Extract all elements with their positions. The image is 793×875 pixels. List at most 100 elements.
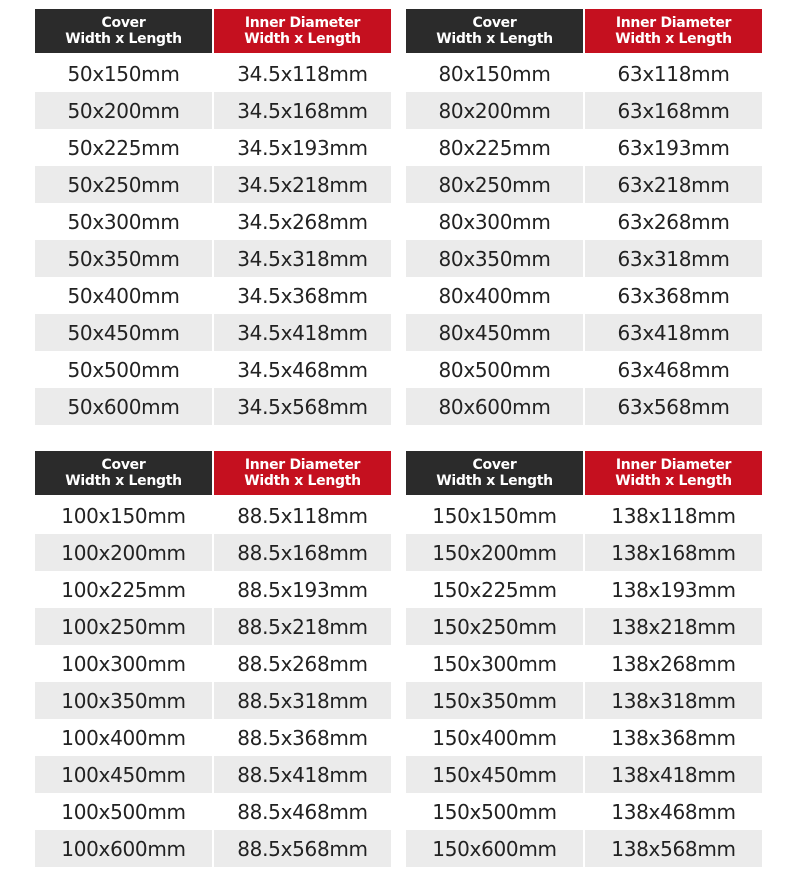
cover-size-cell: 50x500mm bbox=[67, 357, 180, 382]
header-line: Inner Diameter bbox=[244, 15, 361, 31]
table-row: 50x250mm 34.5x218mm bbox=[35, 166, 391, 203]
table-row: 150x225mm 138x193mm bbox=[406, 571, 762, 608]
table-header: Cover Width x Length Inner Diameter Width x… bbox=[406, 451, 762, 495]
header-line: Width x Length bbox=[244, 473, 361, 489]
header-line: Width x Length bbox=[244, 31, 361, 47]
inner-diameter-cell: 63x468mm bbox=[617, 357, 730, 382]
table-row: 80x200mm 63x168mm bbox=[406, 92, 762, 129]
table-header: Cover Width x Length Inner Diameter Width x… bbox=[406, 9, 762, 53]
header-line: Width x Length bbox=[615, 31, 732, 47]
table-row: 100x450mm 88.5x418mm bbox=[35, 756, 391, 793]
cover-size-cell: 100x600mm bbox=[35, 830, 212, 867]
table-row: 150x450mm 138x418mm bbox=[406, 756, 762, 793]
table-row: 50x150mm 34.5x118mm bbox=[35, 55, 391, 92]
header-line: Cover bbox=[472, 457, 517, 473]
inner-diameter-cell: 34.5x468mm bbox=[237, 357, 368, 382]
inner-diameter-cell: 88.5x118mm bbox=[237, 503, 368, 528]
cover-size-cell: 150x400mm bbox=[432, 725, 557, 750]
cover-size-cell: 80x450mm bbox=[406, 314, 583, 351]
cover-size-cell: 80x200mm bbox=[406, 92, 583, 129]
table-row: 80x450mm 63x418mm bbox=[406, 314, 762, 351]
inner-diameter-cell: 88.5x318mm bbox=[214, 682, 391, 719]
table-row: 50x600mm 34.5x568mm bbox=[35, 388, 391, 425]
cover-size-cell: 80x500mm bbox=[438, 357, 551, 382]
inner-diameter-cell: 34.5x318mm bbox=[214, 240, 391, 277]
cover-size-cell: 150x250mm bbox=[406, 608, 583, 645]
cover-size-cell: 50x600mm bbox=[35, 388, 212, 425]
inner-diameter-cell: 138x568mm bbox=[585, 830, 762, 867]
table-row: 150x250mm 138x218mm bbox=[406, 608, 762, 645]
header-cover-size: Cover Width x Length bbox=[406, 9, 583, 53]
cover-size-cell: 50x250mm bbox=[35, 166, 212, 203]
inner-diameter-cell: 138x268mm bbox=[611, 651, 736, 676]
inner-diameter-cell: 34.5x568mm bbox=[214, 388, 391, 425]
inner-diameter-cell: 88.5x218mm bbox=[214, 608, 391, 645]
inner-diameter-cell: 34.5x268mm bbox=[237, 209, 368, 234]
inner-diameter-cell: 138x318mm bbox=[585, 682, 762, 719]
inner-diameter-cell: 138x168mm bbox=[585, 534, 762, 571]
header-cover-size: Cover Width x Length bbox=[35, 451, 212, 495]
inner-diameter-cell: 88.5x468mm bbox=[237, 799, 368, 824]
inner-diameter-cell: 138x418mm bbox=[585, 756, 762, 793]
header-cover-size: Cover Width x Length bbox=[406, 451, 583, 495]
table-row: 50x450mm 34.5x418mm bbox=[35, 314, 391, 351]
inner-diameter-cell: 138x193mm bbox=[611, 577, 736, 602]
inner-diameter-cell: 63x193mm bbox=[617, 135, 730, 160]
header-inner-diameter: Inner Diameter Width x Length bbox=[214, 9, 391, 53]
table-row: 50x225mm 34.5x193mm bbox=[35, 129, 391, 166]
inner-diameter-cell: 88.5x268mm bbox=[237, 651, 368, 676]
table-row: 50x200mm 34.5x168mm bbox=[35, 92, 391, 129]
cover-size-cell: 150x450mm bbox=[406, 756, 583, 793]
table-row: 100x500mm 88.5x468mm bbox=[35, 793, 391, 830]
header-line: Cover bbox=[101, 457, 146, 473]
inner-diameter-cell: 34.5x418mm bbox=[214, 314, 391, 351]
cover-size-cell: 50x200mm bbox=[35, 92, 212, 129]
table-row: 150x500mm 138x468mm bbox=[406, 793, 762, 830]
header-line: Cover bbox=[472, 15, 517, 31]
table-header: Cover Width x Length Inner Diameter Width x… bbox=[35, 451, 391, 495]
cover-size-cell: 80x600mm bbox=[406, 388, 583, 425]
inner-diameter-cell: 138x118mm bbox=[611, 503, 736, 528]
size-table-100: Cover Width x Length Inner Diameter Width x… bbox=[35, 451, 391, 867]
inner-diameter-cell: 63x168mm bbox=[585, 92, 762, 129]
inner-diameter-cell: 63x318mm bbox=[585, 240, 762, 277]
size-table-80: Cover Width x Length Inner Diameter Width x… bbox=[406, 9, 762, 425]
table-row: 80x300mm 63x268mm bbox=[406, 203, 762, 240]
inner-diameter-cell: 88.5x568mm bbox=[214, 830, 391, 867]
cover-size-cell: 100x400mm bbox=[61, 725, 186, 750]
cover-size-cell: 100x225mm bbox=[61, 577, 186, 602]
table-row: 150x200mm 138x168mm bbox=[406, 534, 762, 571]
table-row: 150x350mm 138x318mm bbox=[406, 682, 762, 719]
cover-size-cell: 50x450mm bbox=[35, 314, 212, 351]
table-row: 100x300mm 88.5x268mm bbox=[35, 645, 391, 682]
cover-size-cell: 100x250mm bbox=[35, 608, 212, 645]
header-line: Inner Diameter bbox=[244, 457, 361, 473]
inner-diameter-cell: 34.5x218mm bbox=[214, 166, 391, 203]
cover-size-cell: 50x350mm bbox=[35, 240, 212, 277]
cover-size-cell: 50x300mm bbox=[67, 209, 180, 234]
inner-diameter-cell: 63x368mm bbox=[617, 283, 730, 308]
table-row: 80x400mm 63x368mm bbox=[406, 277, 762, 314]
table-row: 150x150mm 138x118mm bbox=[406, 497, 762, 534]
table-row: 80x225mm 63x193mm bbox=[406, 129, 762, 166]
table-row: 150x300mm 138x268mm bbox=[406, 645, 762, 682]
table-header: Cover Width x Length Inner Diameter Width x… bbox=[35, 9, 391, 53]
table-row: 150x600mm 138x568mm bbox=[406, 830, 762, 867]
size-table-150: Cover Width x Length Inner Diameter Width x… bbox=[406, 451, 762, 867]
header-line: Inner Diameter bbox=[615, 15, 732, 31]
header-line: Width x Length bbox=[615, 473, 732, 489]
inner-diameter-cell: 34.5x168mm bbox=[214, 92, 391, 129]
table-row: 100x150mm 88.5x118mm bbox=[35, 497, 391, 534]
cover-size-cell: 150x200mm bbox=[406, 534, 583, 571]
cover-size-cell: 150x300mm bbox=[432, 651, 557, 676]
header-inner-diameter: Inner Diameter Width x Length bbox=[585, 451, 762, 495]
table-row: 100x225mm 88.5x193mm bbox=[35, 571, 391, 608]
header-inner-diameter: Inner Diameter Width x Length bbox=[585, 9, 762, 53]
table-row: 100x600mm 88.5x568mm bbox=[35, 830, 391, 867]
cover-size-cell: 150x500mm bbox=[432, 799, 557, 824]
cover-size-cell: 80x400mm bbox=[438, 283, 551, 308]
inner-diameter-cell: 88.5x418mm bbox=[214, 756, 391, 793]
cover-size-cell: 150x350mm bbox=[406, 682, 583, 719]
inner-diameter-cell: 63x268mm bbox=[617, 209, 730, 234]
inner-diameter-cell: 63x418mm bbox=[585, 314, 762, 351]
